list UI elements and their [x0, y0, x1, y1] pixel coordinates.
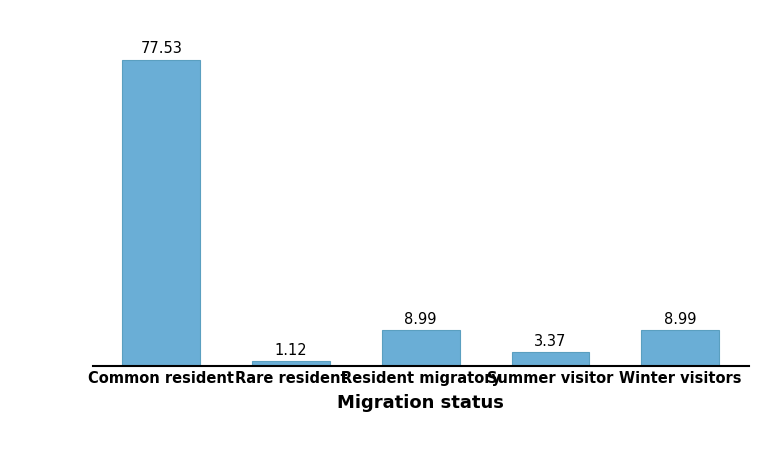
X-axis label: Migration status: Migration status: [337, 394, 504, 413]
Bar: [382, 330, 459, 366]
Bar: [252, 361, 330, 366]
Text: 8.99: 8.99: [664, 312, 696, 327]
Bar: [512, 352, 589, 366]
Text: 1.12: 1.12: [275, 343, 307, 358]
Text: 77.53: 77.53: [141, 42, 182, 57]
Bar: [123, 59, 200, 366]
Bar: [642, 330, 719, 366]
Text: 3.37: 3.37: [534, 334, 567, 349]
Text: 8.99: 8.99: [405, 312, 437, 327]
